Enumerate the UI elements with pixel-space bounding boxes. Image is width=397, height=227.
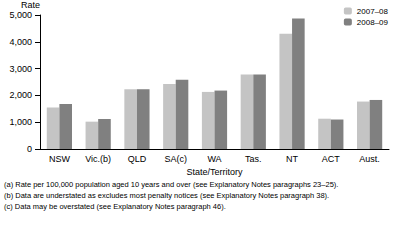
svg-text:1,000: 1,000: [9, 117, 32, 127]
svg-text:Rate: Rate: [21, 0, 40, 10]
svg-text:SA(c): SA(c): [164, 154, 187, 164]
svg-text:NSW: NSW: [49, 154, 71, 164]
svg-text:2007–08: 2007–08: [357, 7, 389, 16]
svg-text:State/Territory: State/Territory: [186, 167, 243, 177]
svg-text:(c) Data may be overstated (se: (c) Data may be overstated (see Explanat…: [4, 202, 226, 211]
svg-text:2008–09: 2008–09: [357, 18, 389, 27]
svg-text:Tas.: Tas.: [245, 154, 262, 164]
svg-text:WA: WA: [207, 154, 221, 164]
svg-text:5,000: 5,000: [9, 10, 32, 20]
svg-text:(b) Data are understated as ex: (b) Data are understated as excludes mos…: [4, 191, 329, 200]
svg-text:3,000: 3,000: [9, 64, 32, 74]
svg-text:0: 0: [27, 144, 32, 154]
svg-text:2,000: 2,000: [9, 90, 32, 100]
svg-text:QLD: QLD: [128, 154, 147, 164]
svg-text:NT: NT: [286, 154, 298, 164]
svg-text:4,000: 4,000: [9, 37, 32, 47]
svg-text:Aust.: Aust.: [359, 154, 380, 164]
svg-text:ACT: ACT: [322, 154, 341, 164]
svg-text:Vic.(b): Vic.(b): [85, 154, 111, 164]
svg-text:(a) Rate per 100,000 populatio: (a) Rate per 100,000 population aged 10 …: [4, 180, 338, 189]
